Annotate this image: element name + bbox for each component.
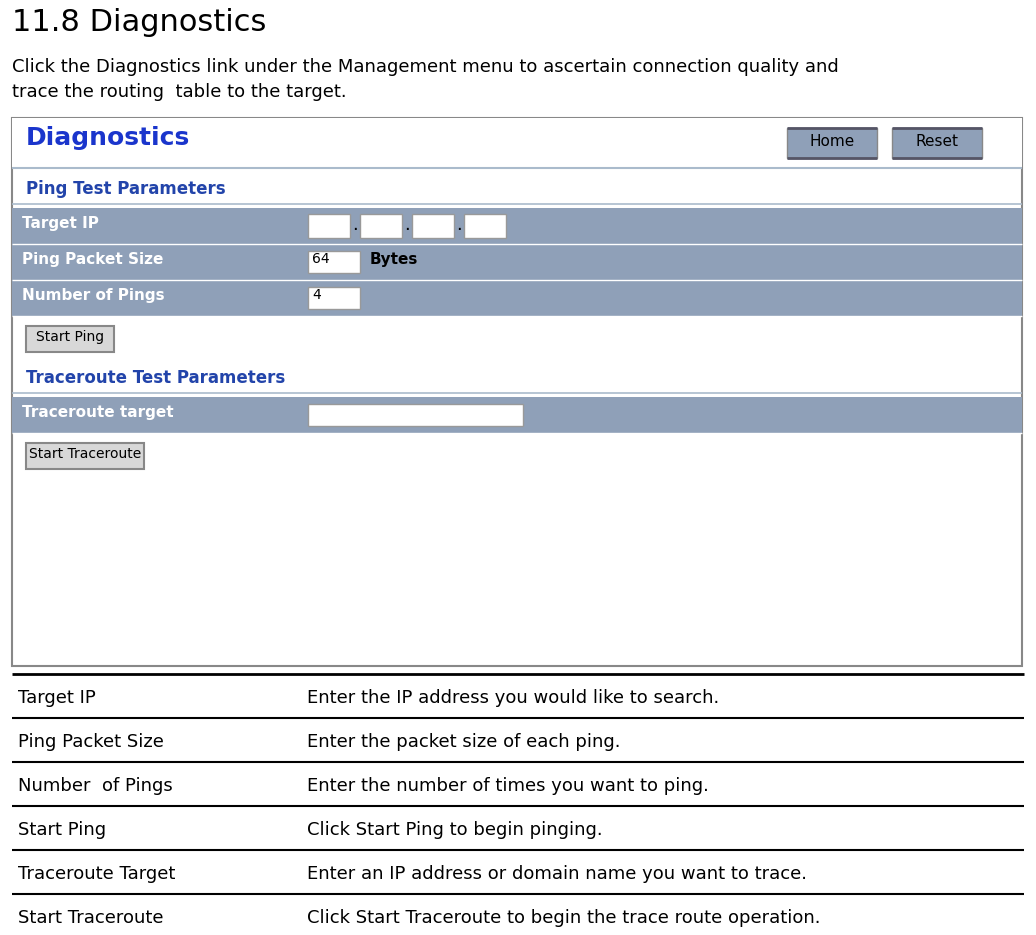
Bar (412, 214, 454, 238)
Text: Target IP: Target IP (22, 216, 98, 231)
Bar (12, 397, 1021, 433)
Text: .: . (404, 216, 410, 234)
Text: Ping Test Parameters: Ping Test Parameters (26, 180, 226, 198)
Text: Bytes: Bytes (370, 252, 419, 267)
Text: Start Ping: Start Ping (18, 821, 106, 839)
Text: trace the routing  table to the target.: trace the routing table to the target. (12, 83, 347, 101)
Text: Enter the packet size of each ping.: Enter the packet size of each ping. (307, 733, 621, 751)
Text: Start Traceroute: Start Traceroute (29, 447, 141, 461)
Bar (12, 280, 1021, 316)
Bar (308, 214, 350, 238)
Bar (308, 287, 359, 309)
Bar (787, 128, 877, 158)
Bar (892, 128, 982, 158)
Bar (308, 251, 359, 273)
Bar (26, 326, 114, 352)
Text: 4: 4 (312, 288, 321, 302)
Text: Traceroute Test Parameters: Traceroute Test Parameters (26, 369, 285, 387)
Text: Ping Packet Size: Ping Packet Size (18, 733, 164, 751)
Text: Target IP: Target IP (18, 689, 95, 707)
Text: Enter an IP address or domain name you want to trace.: Enter an IP address or domain name you w… (307, 865, 807, 883)
Text: Start Traceroute: Start Traceroute (18, 909, 164, 927)
Text: Ping Packet Size: Ping Packet Size (22, 252, 164, 267)
Text: Enter the IP address you would like to search.: Enter the IP address you would like to s… (307, 689, 719, 707)
Text: Click the Diagnostics link under the Management menu to ascertain connection qua: Click the Diagnostics link under the Man… (12, 58, 839, 76)
Text: 11.8 Diagnostics: 11.8 Diagnostics (12, 8, 266, 37)
Text: Reset: Reset (916, 134, 958, 149)
Text: Enter the number of times you want to ping.: Enter the number of times you want to pi… (307, 777, 709, 795)
Text: Diagnostics: Diagnostics (26, 126, 191, 150)
Text: Click Start Ping to begin pinging.: Click Start Ping to begin pinging. (307, 821, 603, 839)
Text: Start Ping: Start Ping (36, 330, 104, 344)
Text: Traceroute Target: Traceroute Target (18, 865, 175, 883)
Bar (12, 118, 1021, 168)
Text: 64: 64 (312, 252, 329, 266)
Bar (359, 214, 402, 238)
Bar (26, 443, 144, 469)
Text: Number of Pings: Number of Pings (22, 288, 165, 303)
Text: .: . (456, 216, 462, 234)
Text: Number  of Pings: Number of Pings (18, 777, 173, 795)
Bar (12, 244, 1021, 280)
Bar (12, 118, 1021, 666)
Bar (12, 208, 1021, 244)
Text: Traceroute target: Traceroute target (22, 405, 174, 420)
Text: Click Start Traceroute to begin the trace route operation.: Click Start Traceroute to begin the trac… (307, 909, 821, 927)
Text: Home: Home (809, 134, 855, 149)
Bar (464, 214, 506, 238)
Text: .: . (352, 216, 357, 234)
Bar (308, 404, 523, 426)
